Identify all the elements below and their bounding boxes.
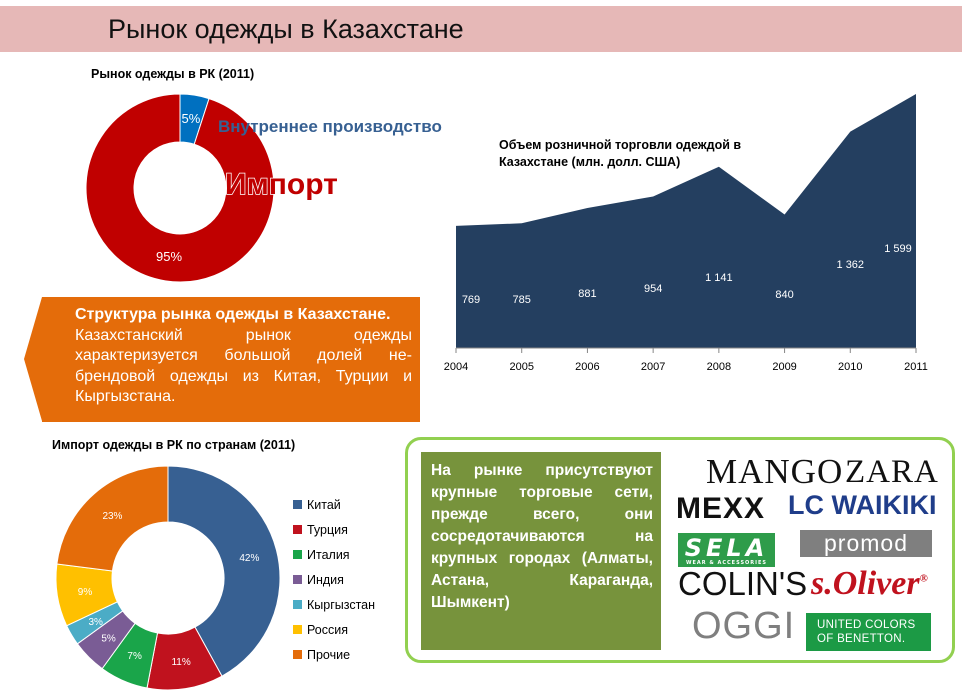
legend-swatch-6 bbox=[293, 625, 302, 634]
legend-label-4: Индия bbox=[307, 573, 344, 587]
oggi-logo: OGGI bbox=[692, 605, 796, 647]
area-series bbox=[456, 93, 916, 348]
legend-label-2: Турция bbox=[307, 523, 348, 537]
donut-slice-label-3: 7% bbox=[127, 651, 142, 662]
mexx-logo: MEXX bbox=[676, 492, 766, 525]
donut-slice-label-6: 9% bbox=[78, 587, 93, 598]
data-label-2004: 769 bbox=[462, 294, 480, 306]
donut-slice-2 bbox=[85, 93, 275, 283]
callout-arrow bbox=[24, 297, 42, 421]
mango-logo: MANGO bbox=[706, 452, 844, 491]
legend-label-7: Прочие bbox=[307, 648, 350, 662]
x-tick-label-2009: 2009 bbox=[772, 361, 796, 373]
data-label-2005: 785 bbox=[513, 294, 531, 306]
lc-waikiki-logo: LC WAIKIKI bbox=[788, 490, 937, 520]
zara-logo: ZARA bbox=[845, 454, 939, 490]
donut-slice-label-2: 95% bbox=[156, 249, 182, 264]
sela-logo-tagline: WEAR & ACCESSORIES bbox=[685, 560, 768, 566]
callout-body: Казахстанский рынок одежды характеризует… bbox=[75, 326, 412, 406]
retail-chains-text: На рынке присутствуют крупные торговые с… bbox=[431, 462, 653, 611]
benetton-logo: UNITED COLORS OF BENETTON. bbox=[806, 613, 931, 651]
donut-slice-4 bbox=[76, 610, 136, 670]
callout-text: Структура рынка одежды в Казахстане. Каз… bbox=[75, 305, 412, 408]
legend-swatch-3 bbox=[293, 550, 302, 559]
import-label: Импорт bbox=[225, 168, 338, 201]
callout-heading: Структура рынка одежды в Казахстане. bbox=[75, 306, 391, 323]
chart-title-import: Импорт одежды в РК по странам (2011) bbox=[52, 438, 296, 452]
page-title: Рынок одежды в Казахстане bbox=[108, 14, 464, 44]
colins-logo: COLIN'S bbox=[678, 565, 808, 602]
legend-swatch-4 bbox=[293, 575, 302, 584]
x-tick-label-2005: 2005 bbox=[509, 361, 533, 373]
promod-logo: promod bbox=[800, 530, 932, 557]
donut-slice-6 bbox=[55, 563, 118, 627]
legend-label-5: Кыргызстан bbox=[307, 598, 375, 612]
donut-slice-label-1: 5% bbox=[182, 111, 201, 126]
x-tick-label-2007: 2007 bbox=[641, 361, 665, 373]
legend-swatch-7 bbox=[293, 650, 302, 659]
data-label-2007: 954 bbox=[644, 283, 662, 295]
market-structure-callout: Структура рынка одежды в Казахстане. Каз… bbox=[42, 297, 420, 422]
data-label-2009: 840 bbox=[775, 289, 793, 301]
data-label-2006: 881 bbox=[578, 288, 596, 300]
donut-slice-2 bbox=[146, 626, 223, 691]
legend-swatch-1 bbox=[293, 500, 302, 509]
legend-label-1: Китай bbox=[307, 498, 341, 512]
donut-slice-label-1: 42% bbox=[239, 553, 259, 564]
data-label-2008: 1 141 bbox=[705, 272, 733, 284]
retail-chains-box: На рынке присутствуют крупные торговые с… bbox=[421, 452, 661, 650]
domestic-production-label: Внутреннее производство bbox=[218, 117, 442, 136]
legend-label-6: Россия bbox=[307, 623, 348, 637]
soliver-registered-mark: ® bbox=[919, 572, 928, 585]
benetton-logo-line2: OF BENETTON. bbox=[817, 633, 906, 645]
x-tick-label-2011: 2011 bbox=[904, 361, 928, 373]
data-label-2010: 1 362 bbox=[837, 259, 865, 271]
soliver-logo-text: s.Oliver bbox=[811, 565, 920, 602]
soliver-logo: s.Oliver® bbox=[811, 565, 928, 603]
chart-title-market: Рынок одежды в РК (2011) bbox=[91, 67, 255, 81]
chart-title-retail: Объем розничной торговли одеждой в Казах… bbox=[499, 138, 742, 169]
legend-swatch-2 bbox=[293, 525, 302, 534]
sela-logo-text: SELA bbox=[684, 534, 769, 562]
donut-slice-label-4: 5% bbox=[101, 633, 116, 644]
donut-slice-label-2: 11% bbox=[171, 657, 190, 668]
legend-swatch-5 bbox=[293, 600, 302, 609]
donut-slice-label-5: 3% bbox=[88, 617, 103, 628]
donut-slice-7 bbox=[56, 465, 169, 572]
x-tick-label-2004: 2004 bbox=[444, 361, 468, 373]
x-tick-label-2010: 2010 bbox=[838, 361, 862, 373]
donut-slice-1 bbox=[167, 465, 281, 677]
donut-slice-label-7: 23% bbox=[102, 511, 122, 522]
donut-slice-5 bbox=[65, 601, 124, 645]
title-bar: Рынок одежды в Казахстане bbox=[0, 6, 962, 52]
donut-slice-1 bbox=[179, 93, 210, 145]
benetton-logo-line1: UNITED COLORS bbox=[817, 619, 916, 631]
donut-slice-3 bbox=[101, 622, 159, 689]
sela-logo: SELA WEAR & ACCESSORIES bbox=[678, 533, 775, 567]
x-tick-label-2008: 2008 bbox=[707, 361, 731, 373]
data-label-2011: 1 599 bbox=[884, 243, 912, 255]
x-tick-label-2006: 2006 bbox=[575, 361, 599, 373]
legend-label-3: Италия bbox=[307, 548, 350, 562]
